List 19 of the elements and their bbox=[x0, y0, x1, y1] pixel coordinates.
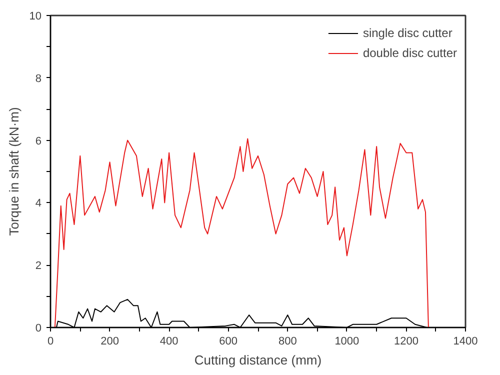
y-tick-label: 0 bbox=[35, 322, 42, 334]
x-tick-label: 400 bbox=[160, 336, 178, 348]
y-tick-label: 4 bbox=[35, 198, 42, 210]
x-tick-label: 200 bbox=[100, 336, 119, 348]
x-tick-label: 1200 bbox=[394, 336, 418, 348]
x-tick-label: 1400 bbox=[453, 336, 478, 348]
y-tick-label: 8 bbox=[35, 72, 42, 85]
x-tick-label: 0 bbox=[47, 336, 54, 348]
x-tick-label: 1000 bbox=[334, 336, 360, 348]
y-tick-label: 2 bbox=[35, 260, 42, 272]
x-tick-label: 800 bbox=[278, 336, 297, 348]
y-axis-title: Torque in shaft (kN·m) bbox=[6, 107, 22, 236]
legend-label: double disc cutter bbox=[362, 46, 457, 60]
y-tick-label: 10 bbox=[29, 10, 42, 22]
y-tick-label: 6 bbox=[35, 135, 42, 148]
line-series bbox=[54, 138, 429, 328]
x-axis-title: Cutting distance (mm) bbox=[194, 352, 322, 368]
x-tick-label: 600 bbox=[219, 336, 238, 348]
legend-label: single disc cutter bbox=[362, 26, 452, 40]
